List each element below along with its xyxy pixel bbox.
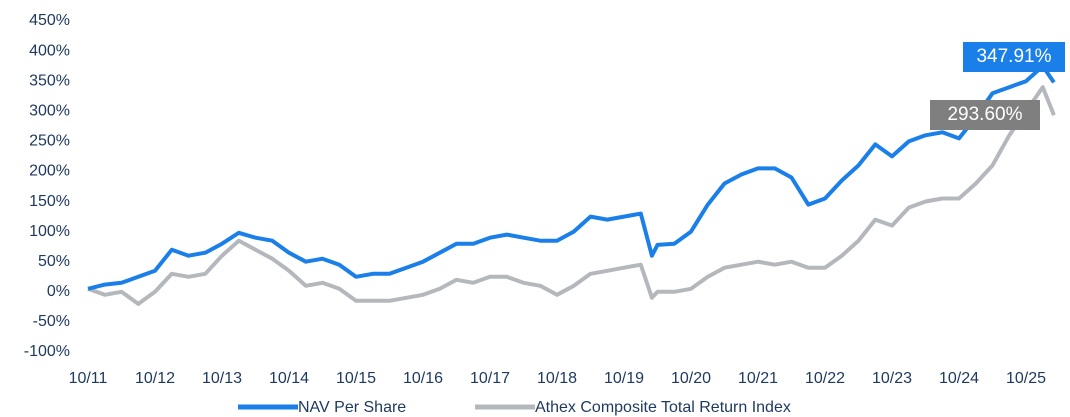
y-tick-label: 0% bbox=[47, 283, 70, 300]
x-tick-label: 10/18 bbox=[537, 370, 577, 387]
y-tick-label: -50% bbox=[33, 313, 70, 330]
x-tick-label: 10/22 bbox=[805, 370, 845, 387]
y-tick-label: 350% bbox=[29, 72, 70, 89]
x-tick-label: 10/12 bbox=[135, 370, 175, 387]
end-label: 347.91% bbox=[976, 46, 1051, 67]
x-tick-label: 10/14 bbox=[269, 370, 309, 387]
x-tick-label: 10/21 bbox=[738, 370, 778, 387]
end-label-box bbox=[963, 42, 1065, 72]
y-tick-label: 200% bbox=[29, 163, 70, 180]
x-tick-label: 10/24 bbox=[939, 370, 979, 387]
x-tick-label: 10/15 bbox=[336, 370, 376, 387]
x-tick-label: 10/11 bbox=[69, 370, 108, 387]
y-tick-label: -100% bbox=[24, 343, 70, 360]
y-tick-label: 150% bbox=[29, 193, 70, 210]
y-tick-label: 100% bbox=[29, 223, 70, 240]
series-line bbox=[87, 85, 1056, 306]
x-tick-label: 10/17 bbox=[470, 370, 510, 387]
series-line bbox=[87, 64, 1056, 291]
y-tick-label: 50% bbox=[38, 253, 70, 270]
x-tick-label: 10/16 bbox=[403, 370, 443, 387]
x-tick-label: 10/19 bbox=[604, 370, 644, 387]
x-tick-label: 10/20 bbox=[671, 370, 711, 387]
x-tick-label: 10/23 bbox=[872, 370, 912, 387]
x-tick-label: 10/25 bbox=[1006, 370, 1046, 387]
x-tick-label: 10/13 bbox=[202, 370, 242, 387]
y-tick-label: 400% bbox=[29, 42, 70, 59]
y-tick-label: 450% bbox=[29, 12, 70, 29]
end-label-box bbox=[930, 100, 1040, 130]
end-label: 293.60% bbox=[947, 104, 1022, 125]
y-tick-label: 300% bbox=[29, 102, 70, 119]
y-tick-label: 250% bbox=[29, 133, 70, 150]
legend-label: Athex Composite Total Return Index bbox=[535, 399, 791, 416]
legend-label: NAV Per Share bbox=[298, 399, 406, 416]
